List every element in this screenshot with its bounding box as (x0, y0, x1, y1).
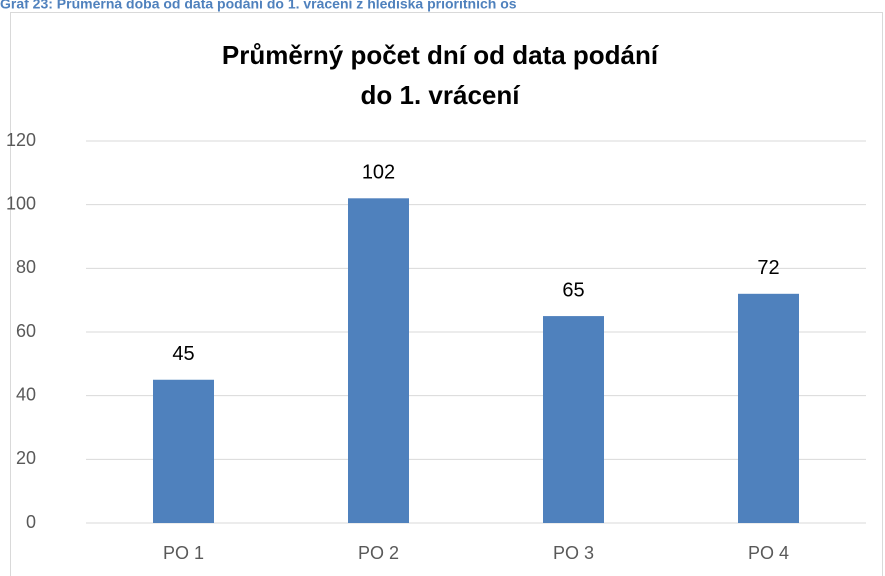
y-tick-label: 20 (16, 448, 36, 468)
y-tick-label: 100 (6, 193, 36, 213)
caption: Graf 23: Průměrná doba od data podání do… (0, 0, 517, 12)
x-tick-label: PO 2 (358, 543, 399, 563)
x-tick-label: PO 3 (553, 543, 594, 563)
y-tick-label: 40 (16, 384, 36, 404)
bar (543, 316, 604, 523)
data-label: 72 (757, 257, 779, 279)
chart-title: Průměrný počet dní od data podání (222, 40, 659, 70)
bar (738, 293, 799, 523)
y-tick-label: 60 (16, 321, 36, 341)
y-tick-label: 80 (16, 257, 36, 277)
y-tick-label: 120 (6, 130, 36, 150)
data-label: 65 (562, 279, 584, 301)
y-tick-label: 0 (26, 512, 36, 532)
bar (348, 198, 409, 524)
x-tick-label: PO 4 (748, 543, 789, 563)
data-label: 45 (172, 343, 194, 365)
chart-title: do 1. vrácení (361, 80, 521, 110)
data-label: 102 (362, 162, 395, 184)
bar (153, 379, 214, 523)
x-tick-label: PO 1 (163, 543, 204, 563)
